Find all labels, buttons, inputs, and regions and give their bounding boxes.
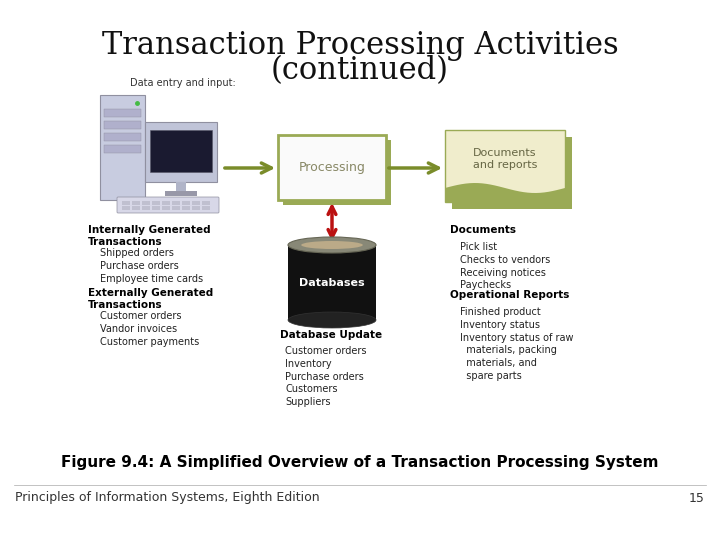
Bar <box>122 201 130 205</box>
Text: Principles of Information Systems, Eighth Edition: Principles of Information Systems, Eight… <box>15 491 320 504</box>
Bar <box>152 206 160 210</box>
Text: Databases: Databases <box>300 278 365 287</box>
Text: Customer orders
Vandor invoices
Customer payments: Customer orders Vandor invoices Customer… <box>100 311 199 347</box>
Bar <box>202 206 210 210</box>
Bar <box>176 182 186 192</box>
Text: Pick list
Checks to vendors
Receiving notices
Paychecks: Pick list Checks to vendors Receiving no… <box>460 242 550 291</box>
Bar <box>182 206 190 210</box>
Bar <box>192 201 200 205</box>
Text: Operational Reports: Operational Reports <box>450 290 570 300</box>
Bar <box>165 191 197 196</box>
Ellipse shape <box>288 312 376 328</box>
Ellipse shape <box>301 241 363 249</box>
Bar <box>288 245 376 320</box>
Ellipse shape <box>288 237 376 253</box>
Text: 15: 15 <box>689 491 705 504</box>
FancyBboxPatch shape <box>452 137 572 209</box>
Bar <box>142 201 150 205</box>
Text: Externally Generated
Transactions: Externally Generated Transactions <box>88 288 213 309</box>
Text: Database Update: Database Update <box>280 330 382 340</box>
Text: Shipped orders
Purchase orders
Employee time cards: Shipped orders Purchase orders Employee … <box>100 248 203 284</box>
Bar <box>192 206 200 210</box>
Text: Figure 9.4: A Simplified Overview of a Transaction Processing System: Figure 9.4: A Simplified Overview of a T… <box>61 455 659 469</box>
Text: Internally Generated
Transactions: Internally Generated Transactions <box>88 225 211 247</box>
Bar <box>104 133 141 141</box>
FancyBboxPatch shape <box>100 95 145 200</box>
Text: Processing: Processing <box>299 161 366 174</box>
Text: Documents: Documents <box>450 225 516 235</box>
Bar <box>142 206 150 210</box>
Bar <box>104 121 141 129</box>
Bar <box>172 206 180 210</box>
Bar <box>122 206 130 210</box>
Text: (continued): (continued) <box>271 55 449 86</box>
FancyBboxPatch shape <box>283 140 391 205</box>
Bar <box>150 130 212 172</box>
Bar <box>104 145 141 153</box>
Bar <box>152 201 160 205</box>
Bar <box>182 201 190 205</box>
Bar <box>104 109 141 117</box>
Bar <box>132 206 140 210</box>
FancyBboxPatch shape <box>445 130 565 202</box>
Text: Data entry and input:: Data entry and input: <box>130 78 235 88</box>
Bar <box>162 206 170 210</box>
FancyBboxPatch shape <box>117 197 219 213</box>
Bar <box>202 201 210 205</box>
Text: Finished product
Inventory status
Inventory status of raw
  materials, packing
 : Finished product Inventory status Invent… <box>460 307 574 381</box>
FancyBboxPatch shape <box>145 122 217 182</box>
Text: Documents
and reports: Documents and reports <box>473 147 537 170</box>
Text: Customer orders
Inventory
Purchase orders
Customers
Suppliers: Customer orders Inventory Purchase order… <box>285 346 366 407</box>
Text: Transaction Processing Activities: Transaction Processing Activities <box>102 30 618 61</box>
Bar <box>162 201 170 205</box>
Bar <box>172 201 180 205</box>
FancyBboxPatch shape <box>278 135 386 200</box>
Polygon shape <box>445 183 565 202</box>
Bar <box>132 201 140 205</box>
